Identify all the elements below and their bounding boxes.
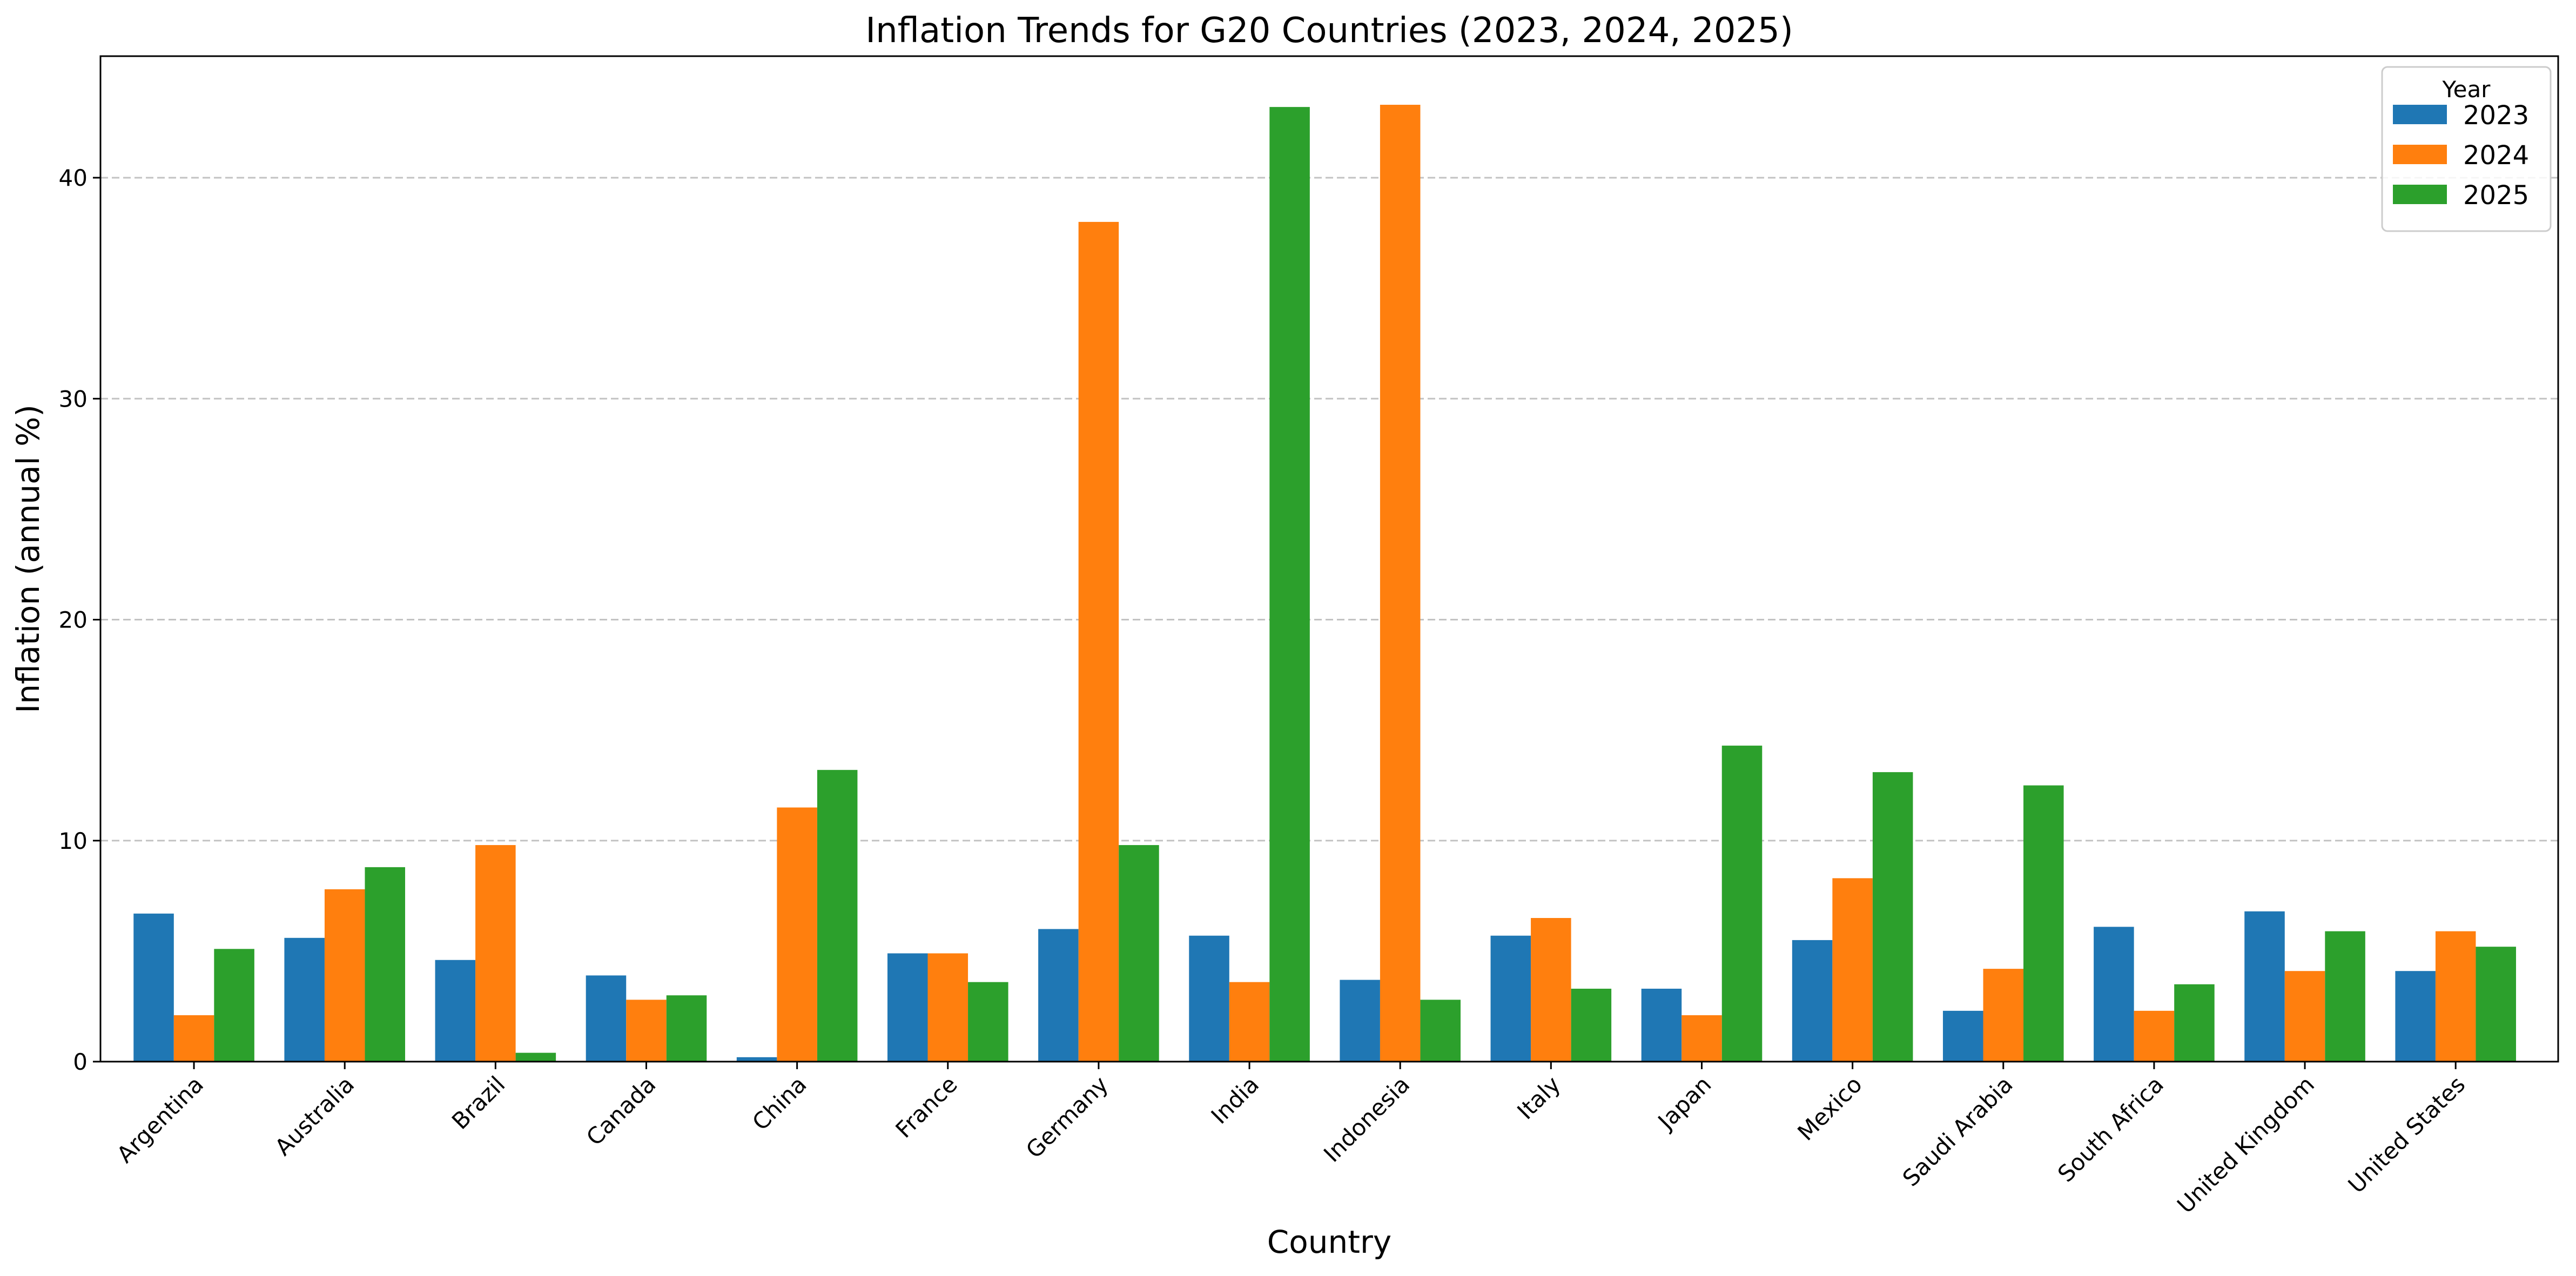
bar-mexico-2023 <box>1792 940 1833 1062</box>
chart-title: Inflation Trends for G20 Countries (2023… <box>865 11 1793 51</box>
bar-australia-2024 <box>324 889 365 1062</box>
bar-canada-2024 <box>626 1000 667 1062</box>
bar-argentina-2025 <box>214 949 254 1062</box>
bar-china-2025 <box>817 769 858 1062</box>
legend-title: Year <box>2442 76 2491 103</box>
bars <box>133 105 2516 1062</box>
legend-swatch-2024 <box>2393 145 2447 164</box>
bar-italy-2025 <box>1571 988 1612 1062</box>
grid-lines <box>100 177 2558 842</box>
bar-mexico-2024 <box>1832 878 1873 1062</box>
y-tick-label-3: 30 <box>59 386 88 412</box>
legend-label-2025: 2025 <box>2463 180 2529 211</box>
x-axis-label: Country <box>1267 1224 1391 1260</box>
bar-mexico-2025 <box>1872 772 1913 1062</box>
bar-japan-2024 <box>1682 1015 1722 1062</box>
bar-india-2024 <box>1229 982 1270 1062</box>
bar-brazil-2023 <box>435 960 476 1062</box>
bar-indonesia-2024 <box>1380 105 1421 1062</box>
bar-saudi-arabia-2025 <box>2023 785 2064 1062</box>
bar-brazil-2025 <box>515 1052 556 1062</box>
bar-japan-2023 <box>1641 988 1682 1062</box>
bar-india-2025 <box>1269 107 1310 1062</box>
bar-argentina-2023 <box>133 913 174 1062</box>
legend: Year 2023 2024 2025 <box>2381 66 2552 232</box>
bar-france-2025 <box>968 982 1008 1062</box>
bar-italy-2023 <box>1490 935 1531 1062</box>
y-axis-label: Inflation (annual %) <box>10 404 46 713</box>
y-axis-ticks: 0 10 20 30 40 <box>59 165 100 1075</box>
bar-india-2023 <box>1189 935 1229 1062</box>
bar-brazil-2024 <box>475 845 516 1062</box>
bar-australia-2025 <box>365 867 406 1062</box>
legend-label-2024: 2024 <box>2463 140 2529 171</box>
bar-japan-2025 <box>1721 745 1763 1062</box>
bar-united-states-2025 <box>2476 947 2516 1062</box>
bar-united-states-2024 <box>2435 931 2476 1062</box>
bar-saudi-arabia-2024 <box>1983 969 2024 1062</box>
bar-united-kingdom-2025 <box>2325 931 2365 1062</box>
y-tick-label-0: 0 <box>73 1049 88 1075</box>
bar-canada-2025 <box>666 995 707 1062</box>
bar-canada-2023 <box>586 975 627 1062</box>
bar-indonesia-2023 <box>1340 980 1380 1062</box>
bar-south-africa-2023 <box>2094 927 2134 1062</box>
bar-china-2023 <box>736 1057 777 1062</box>
bar-south-africa-2024 <box>2134 1010 2175 1062</box>
bar-france-2024 <box>927 953 968 1062</box>
bar-china-2024 <box>777 807 817 1062</box>
y-tick-label-1: 10 <box>59 828 88 854</box>
bar-germany-2023 <box>1038 929 1079 1062</box>
bar-united-kingdom-2024 <box>2284 971 2325 1062</box>
legend-swatch-2023 <box>2393 105 2447 124</box>
bar-united-states-2023 <box>2395 971 2436 1062</box>
plot-frame <box>99 55 2559 1063</box>
bar-australia-2023 <box>284 937 325 1062</box>
legend-items: 2023 2024 2025 <box>2393 100 2529 211</box>
y-tick-label-2: 20 <box>59 607 88 633</box>
bar-france-2023 <box>887 953 928 1062</box>
bar-saudi-arabia-2023 <box>1942 1010 1983 1062</box>
bar-germany-2025 <box>1119 845 1159 1062</box>
legend-swatch-2025 <box>2393 185 2447 204</box>
legend-label-2023: 2023 <box>2463 100 2529 131</box>
bar-united-kingdom-2023 <box>2244 911 2285 1062</box>
bar-argentina-2024 <box>173 1015 214 1062</box>
bar-italy-2024 <box>1531 918 1571 1062</box>
y-tick-label-4: 40 <box>59 165 88 191</box>
bar-south-africa-2025 <box>2174 984 2215 1062</box>
bar-germany-2024 <box>1078 221 1119 1062</box>
bar-indonesia-2025 <box>1420 1000 1461 1062</box>
